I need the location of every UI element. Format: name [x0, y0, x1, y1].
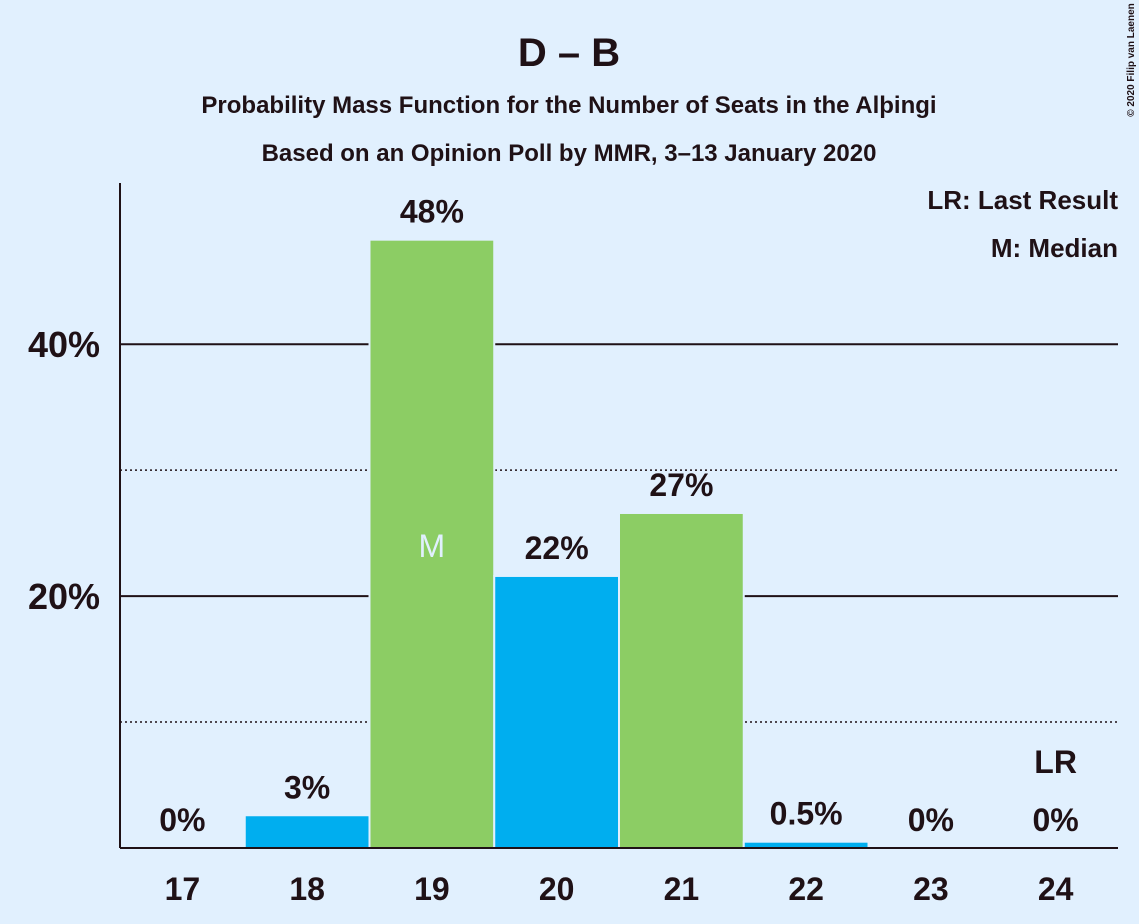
value-label: 0%	[159, 802, 205, 838]
x-tick-label: 23	[913, 871, 949, 907]
chart-title: D – B	[518, 31, 620, 75]
copyright: © 2020 Filip van Laenen	[1126, 3, 1137, 117]
value-label: 22%	[525, 530, 589, 566]
bar	[493, 574, 620, 849]
bar	[243, 814, 371, 849]
value-label: 0%	[908, 802, 954, 838]
x-tick-label: 18	[289, 871, 325, 907]
annotation: LR	[1034, 744, 1077, 780]
y-tick-label: 20%	[28, 576, 100, 617]
y-tick-label: 40%	[28, 324, 100, 365]
x-tick-label: 22	[788, 871, 824, 907]
value-label: 0%	[1033, 802, 1079, 838]
chart-subtitle: Based on an Opinion Poll by MMR, 3–13 Ja…	[262, 140, 877, 167]
annotation: M	[419, 528, 446, 564]
legend-entry: LR: Last Result	[927, 185, 1118, 215]
x-tick-label: 20	[539, 871, 575, 907]
chart-subtitle: Probability Mass Function for the Number…	[201, 92, 936, 119]
x-tick-label: 21	[664, 871, 700, 907]
value-label: 27%	[649, 467, 713, 503]
value-label: 3%	[284, 769, 330, 805]
value-label: 48%	[400, 194, 464, 230]
bar	[368, 238, 496, 849]
bar	[618, 511, 745, 850]
value-label: 0.5%	[770, 796, 843, 832]
x-tick-label: 24	[1038, 871, 1074, 907]
legend-entry: M: Median	[991, 233, 1118, 263]
x-tick-label: 19	[414, 871, 450, 907]
x-tick-label: 17	[165, 871, 201, 907]
